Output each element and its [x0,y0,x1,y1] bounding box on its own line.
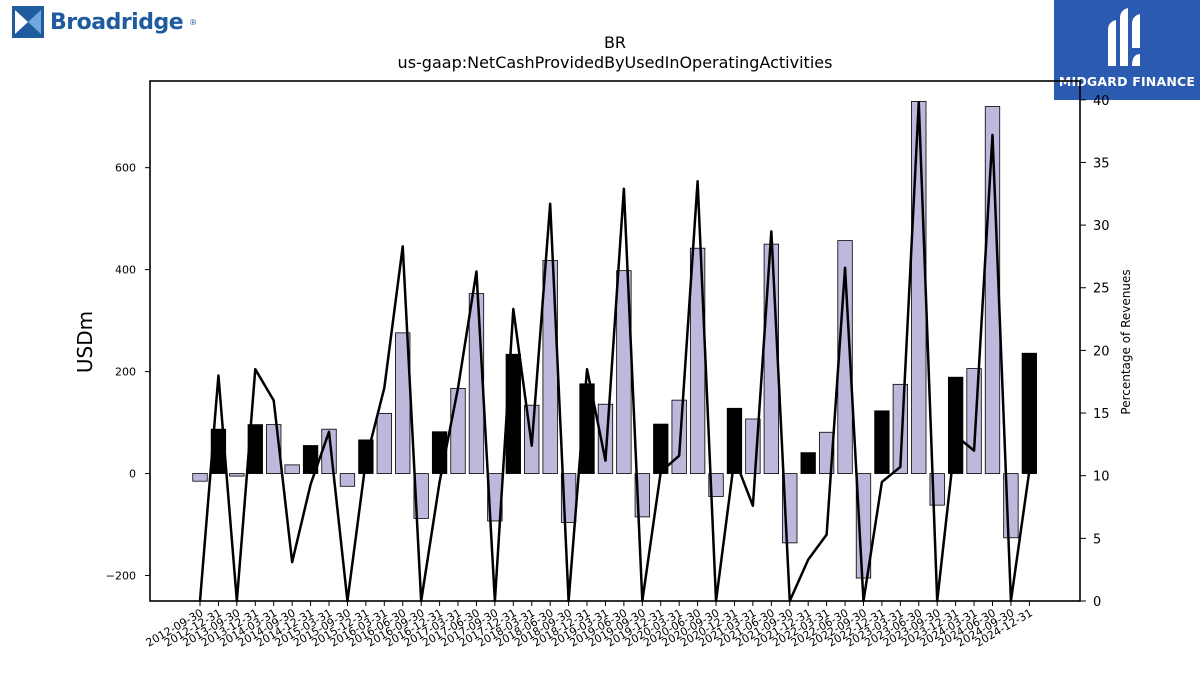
y2-tick-label: 10 [1093,470,1110,485]
bar [671,399,687,474]
y-tick-label: −200 [106,570,136,583]
bar [1021,352,1037,474]
bar [284,464,300,474]
bar [726,407,743,474]
plot-frame [149,80,1081,602]
bar [376,412,392,474]
bar [763,243,779,474]
broadridge-logo: Broadridge ® [12,6,197,38]
midgard-logo-text: MIDGARD FINANCE [1058,74,1196,89]
y-tick-label: 400 [115,264,136,277]
y2-tick-label: 0 [1093,595,1101,610]
y-tick-label: 0 [129,468,136,481]
y2-tick-label: 30 [1093,219,1110,234]
y-tick-label: 600 [115,162,136,175]
y2-tick-label: 35 [1093,156,1110,171]
bar [818,431,835,474]
bar [450,388,466,474]
y2-tick-label: 20 [1093,344,1110,359]
y2-tick-label: 5 [1093,532,1101,547]
percentage-line [198,101,1031,603]
chart-subtitle: us-gaap:NetCashProvidedByUsedInOperating… [398,53,833,72]
y-axis-label: USDm [73,311,97,373]
broadridge-logo-icon [12,6,44,38]
y2-tick-label: 25 [1093,282,1110,297]
y2-tick-label: 40 [1093,94,1110,109]
bar [947,376,964,474]
bar [302,445,319,474]
bar [874,410,890,474]
chart-title: BR [604,33,626,52]
broadridge-logo-text: Broadridge [50,9,184,35]
bar [911,100,927,474]
bar [800,452,816,474]
midgard-logo-icon [1108,8,1140,66]
y2-axis-label: Percentage of Revenues [1119,269,1133,414]
y2-tick-label: 15 [1093,407,1110,422]
midgard-finance-logo: MIDGARD FINANCE [1054,0,1200,100]
y-tick-label: 200 [115,366,136,379]
bar [192,473,208,482]
bar [339,473,356,487]
bar [229,473,245,477]
